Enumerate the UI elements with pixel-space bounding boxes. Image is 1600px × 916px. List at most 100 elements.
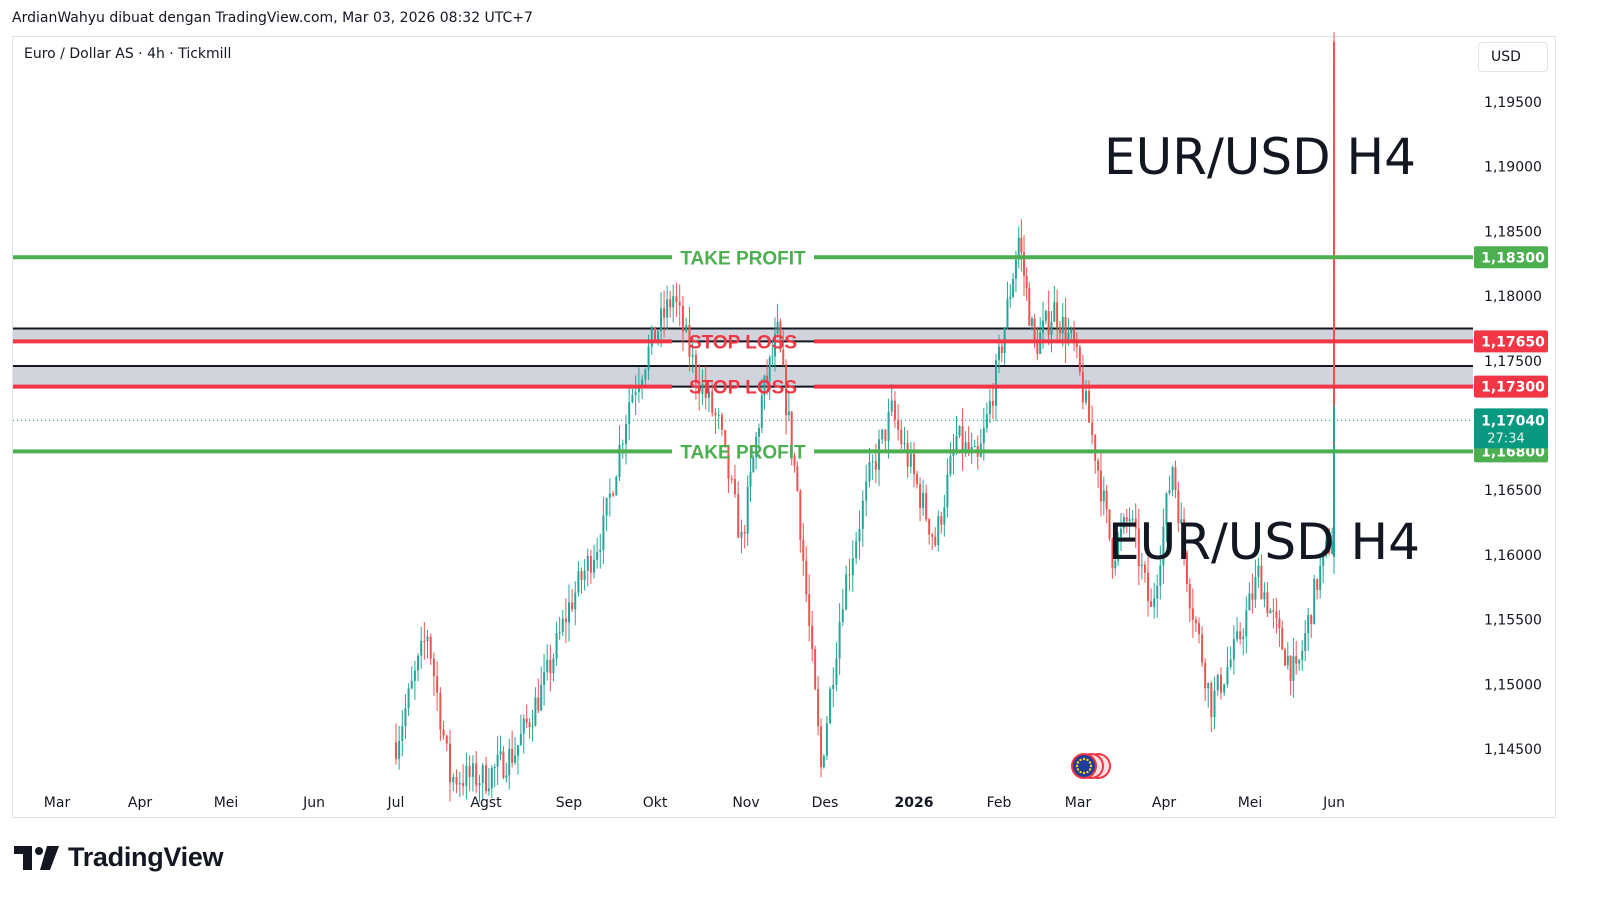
candle-body xyxy=(900,429,903,445)
candle-body xyxy=(1122,517,1125,529)
candle-body xyxy=(644,369,647,380)
candle-body xyxy=(558,631,561,633)
sr-zone-1[interactable] xyxy=(13,365,1473,387)
candle-body xyxy=(1108,509,1111,539)
candle-body xyxy=(743,531,746,534)
candle-body xyxy=(1281,628,1284,650)
candle-body xyxy=(1333,326,1335,337)
sr-zone-0[interactable] xyxy=(13,328,1473,342)
candle-body xyxy=(925,492,928,520)
chart-frame xyxy=(12,36,1556,818)
candle-body xyxy=(1128,519,1131,522)
candle-body xyxy=(669,299,672,308)
candle-body xyxy=(586,555,589,571)
candle-body xyxy=(1131,518,1134,520)
symbol-legend[interactable]: Euro / Dollar AS · 4h · Tickmill xyxy=(24,46,232,62)
y-tick-label: 1,16000 xyxy=(1484,548,1542,564)
candle-body xyxy=(808,594,811,626)
candle-body xyxy=(1275,611,1278,619)
candle-body xyxy=(811,625,814,650)
candle-body xyxy=(599,549,602,552)
candle-body xyxy=(621,443,624,445)
candle-body xyxy=(782,349,785,365)
candle-body xyxy=(657,331,660,341)
x-tick-label: Apr xyxy=(128,795,152,811)
candle-body xyxy=(1236,631,1239,640)
candle-body xyxy=(445,735,448,744)
candle-body xyxy=(525,718,528,723)
candle-body xyxy=(404,708,407,727)
candle-body xyxy=(1180,519,1183,524)
current-price-tag xyxy=(1474,408,1548,449)
candle-body xyxy=(805,560,808,595)
candle-body xyxy=(564,618,567,623)
candle-body xyxy=(663,308,666,318)
tradingview-wordmark: TradingView xyxy=(68,842,224,872)
economic-event-icon[interactable] xyxy=(1071,753,1111,779)
candle-body xyxy=(776,321,779,334)
candle-body xyxy=(909,453,912,467)
candle-body xyxy=(1042,320,1045,333)
candle-body xyxy=(727,445,730,479)
candle-body xyxy=(1125,517,1128,522)
candle-body xyxy=(771,356,774,358)
candle-body xyxy=(458,782,461,785)
candle-body xyxy=(717,415,720,417)
candle-body xyxy=(1097,460,1100,471)
candle-body xyxy=(423,640,426,642)
x-tick-label: Jun xyxy=(302,795,325,811)
y-tick-label: 1,19500 xyxy=(1484,95,1542,111)
candle-body xyxy=(1333,284,1335,327)
y-tick-label: 1,16500 xyxy=(1484,483,1542,499)
candle-body xyxy=(508,748,511,776)
candle-body xyxy=(1333,106,1335,140)
candle-body xyxy=(1226,666,1229,685)
candle-body xyxy=(672,296,675,308)
candle-body xyxy=(1025,275,1028,289)
candle-body xyxy=(1153,598,1156,607)
candle-body xyxy=(1232,639,1235,660)
candle-body xyxy=(785,364,788,416)
candle-body xyxy=(1036,342,1039,354)
candle-body xyxy=(1301,650,1304,661)
take-profit-label: TAKE PROFIT xyxy=(680,248,806,269)
candle-body xyxy=(1084,390,1087,403)
x-tick-label: Apr xyxy=(1152,795,1176,811)
candle-body xyxy=(1171,467,1174,491)
candle-body xyxy=(1322,551,1325,566)
candle-body xyxy=(522,718,525,734)
candle-body xyxy=(988,400,991,415)
candle-body xyxy=(1070,329,1073,333)
candle-body xyxy=(884,429,887,441)
candle-body xyxy=(1284,649,1286,666)
candle-body xyxy=(1134,518,1137,529)
candle-body xyxy=(871,461,874,463)
candle-body xyxy=(401,726,404,741)
candle-body xyxy=(1292,656,1295,681)
candle-body xyxy=(487,788,490,792)
candle-body xyxy=(1257,565,1260,577)
tradingview-brand[interactable]: TradingView xyxy=(14,842,224,873)
candle-body xyxy=(540,684,543,711)
candle-body xyxy=(1333,41,1335,62)
candle-body xyxy=(631,394,634,403)
candle-body xyxy=(934,536,937,546)
candle-body xyxy=(991,400,994,406)
candle-body xyxy=(1053,302,1056,322)
candle-body xyxy=(720,415,723,430)
candle-body xyxy=(531,725,534,727)
candle-body xyxy=(1014,259,1017,279)
candle-body xyxy=(628,402,631,425)
candle-body xyxy=(407,688,410,709)
candle-body xyxy=(829,689,832,724)
candle-body xyxy=(940,516,943,525)
currency-button[interactable]: USD xyxy=(1478,42,1548,72)
candle-body xyxy=(694,354,697,384)
candle-body xyxy=(583,570,586,581)
candle-body xyxy=(1056,302,1059,328)
candle-body xyxy=(698,383,701,394)
candle-body xyxy=(964,442,967,453)
candle-body xyxy=(574,592,577,610)
candle-body xyxy=(1333,61,1335,107)
